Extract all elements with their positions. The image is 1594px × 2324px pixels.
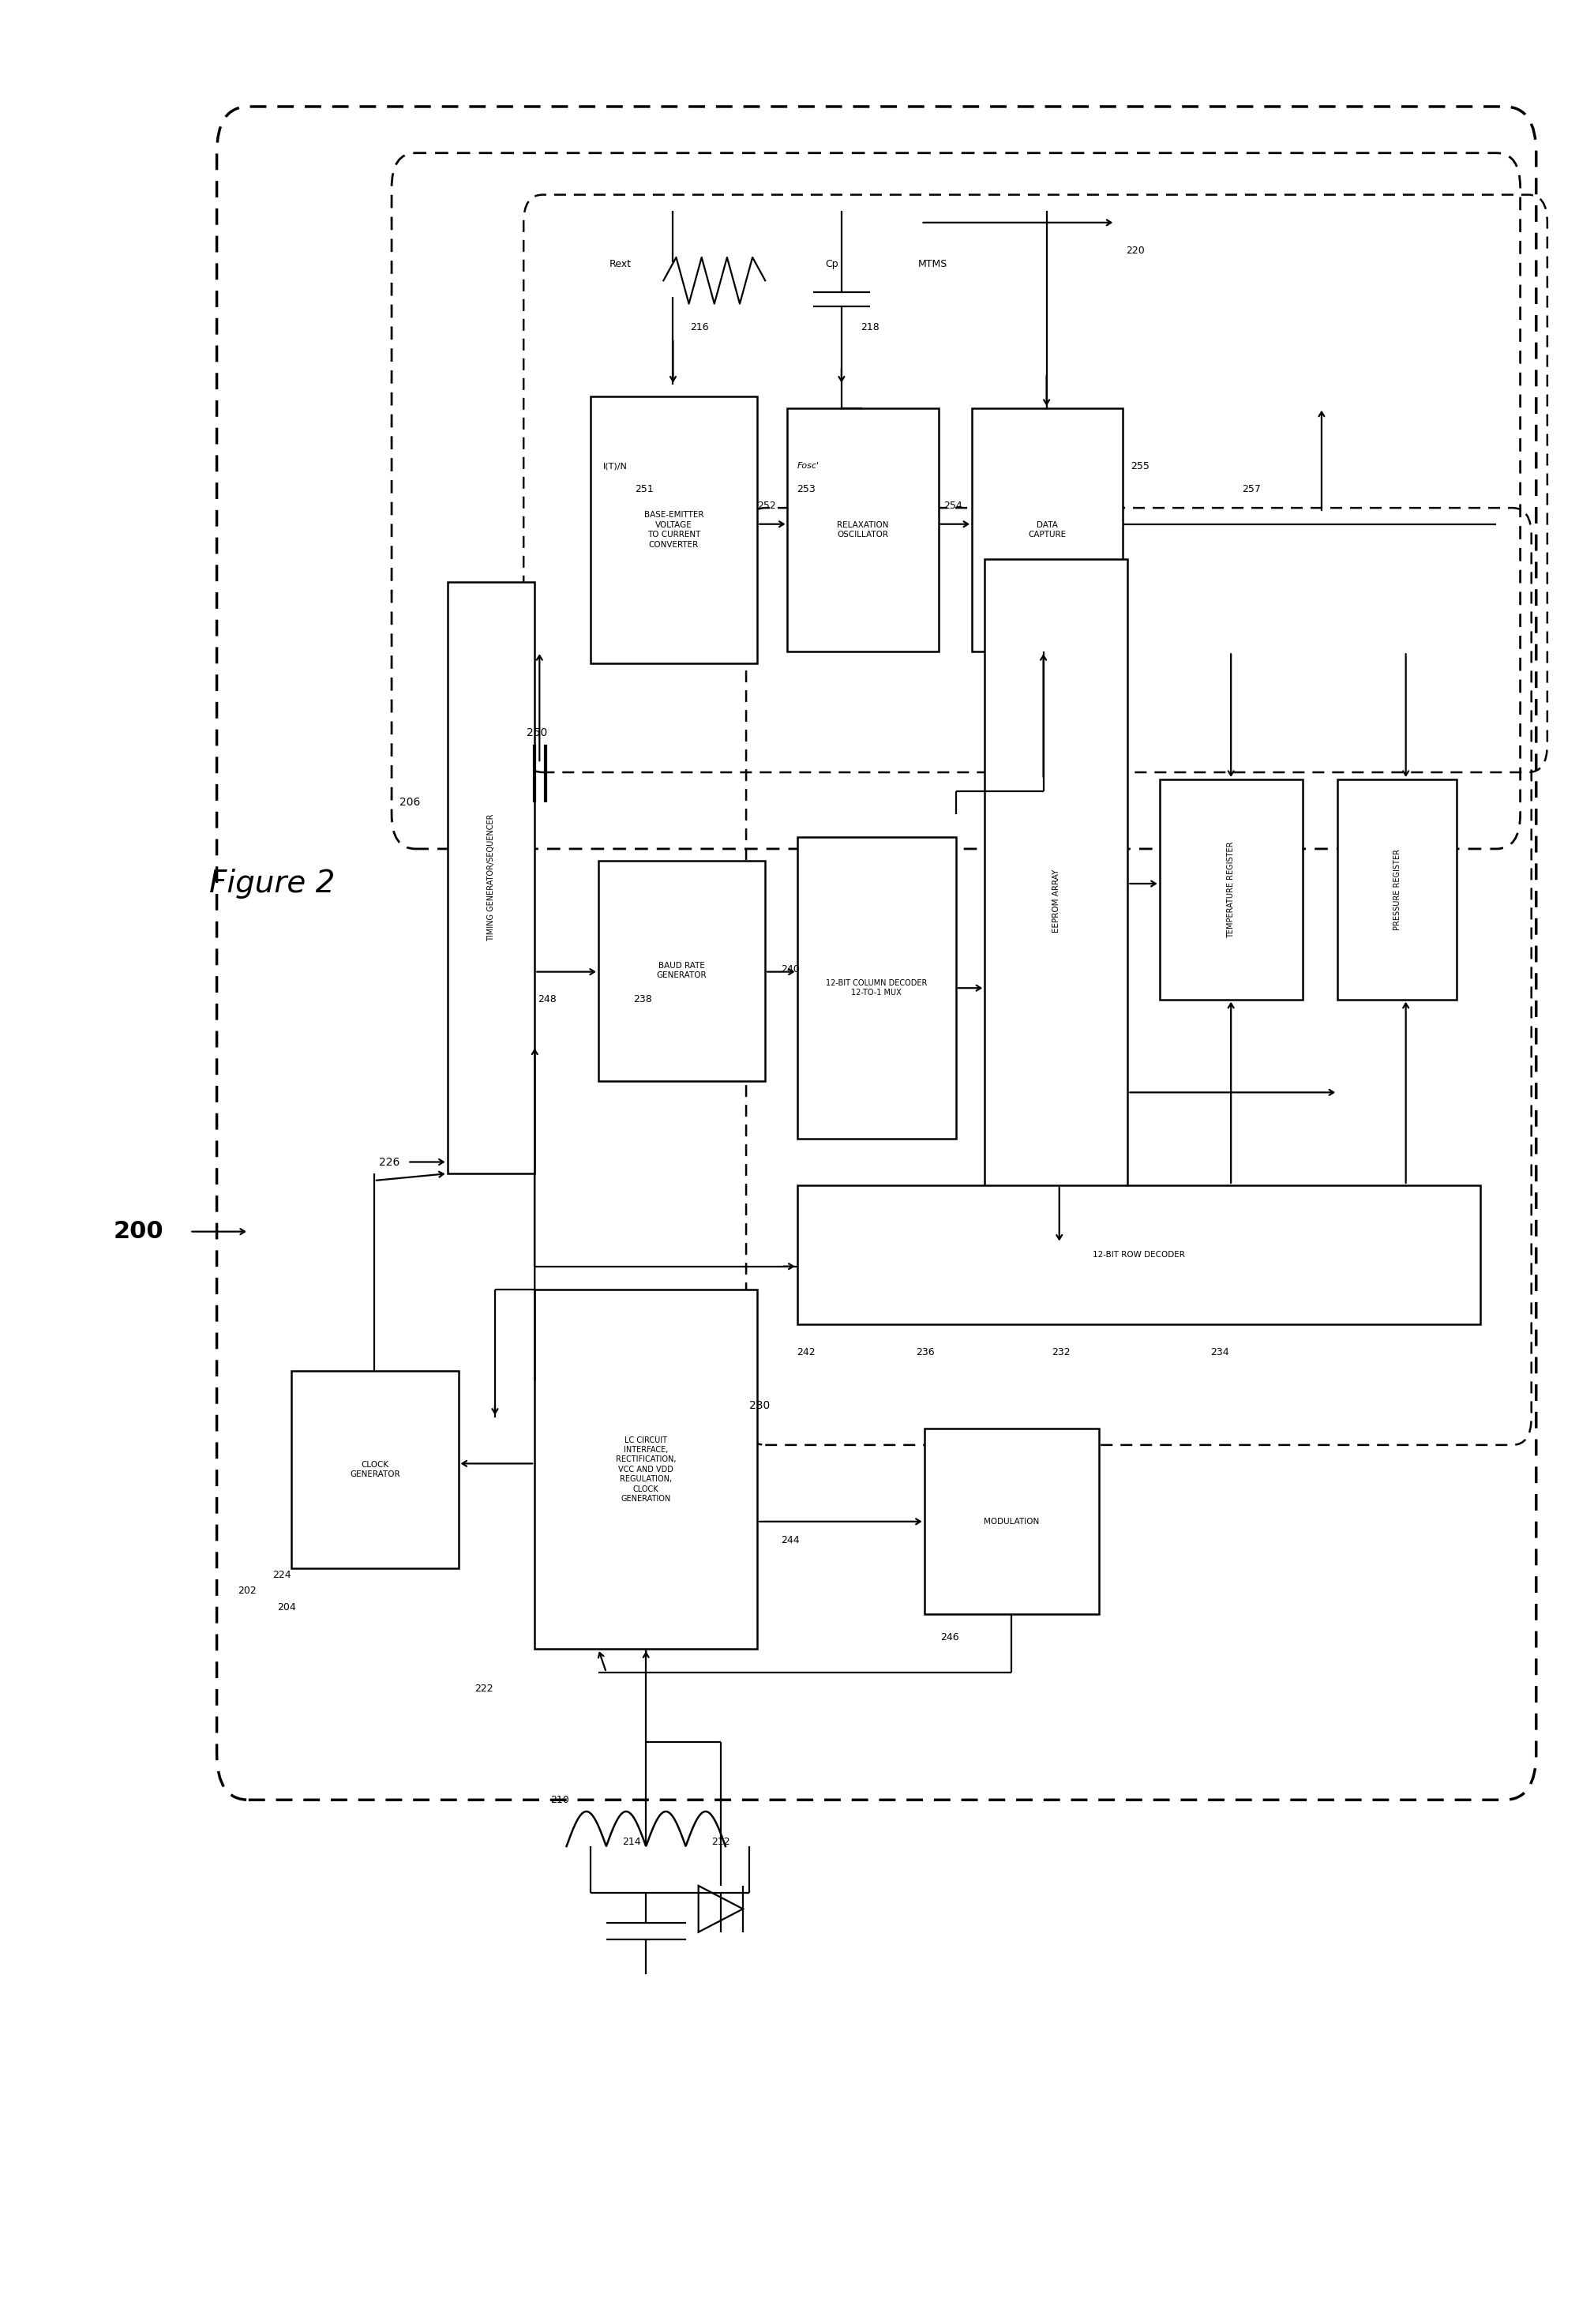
Text: 12-BIT COLUMN DECODER
12-TO-1 MUX: 12-BIT COLUMN DECODER 12-TO-1 MUX [826,978,928,997]
FancyBboxPatch shape [590,397,757,662]
FancyBboxPatch shape [797,837,956,1139]
FancyBboxPatch shape [787,409,939,651]
Text: 244: 244 [781,1534,800,1545]
FancyBboxPatch shape [292,1371,459,1569]
Text: 238: 238 [633,995,652,1004]
Text: 200: 200 [113,1220,164,1243]
Text: 230: 230 [749,1399,770,1411]
Text: 222: 222 [475,1683,493,1694]
Text: LC CIRCUIT
INTERFACE,
RECTIFICATION,
VCC AND VDD
REGULATION,
CLOCK
GENERATION: LC CIRCUIT INTERFACE, RECTIFICATION, VCC… [615,1436,676,1504]
Text: EEPROM ARRAY: EEPROM ARRAY [1052,869,1060,932]
Text: 216: 216 [690,321,709,332]
Text: 234: 234 [1210,1348,1229,1357]
FancyBboxPatch shape [448,581,534,1174]
Text: Rext: Rext [609,260,631,270]
Text: 248: 248 [537,995,556,1004]
Text: 254: 254 [944,500,963,511]
Text: MODULATION: MODULATION [983,1518,1039,1525]
Text: 212: 212 [711,1836,730,1848]
Text: 226: 226 [379,1157,400,1167]
Text: 220: 220 [1125,246,1144,256]
Text: 252: 252 [757,500,776,511]
FancyBboxPatch shape [797,1185,1481,1325]
FancyBboxPatch shape [598,860,765,1081]
FancyBboxPatch shape [972,409,1122,651]
FancyBboxPatch shape [534,1290,757,1650]
Text: BAUD RATE
GENERATOR: BAUD RATE GENERATOR [657,962,706,978]
FancyBboxPatch shape [925,1429,1098,1615]
FancyBboxPatch shape [985,558,1127,1243]
Text: BASE-EMITTER
VOLTAGE
TO CURRENT
CONVERTER: BASE-EMITTER VOLTAGE TO CURRENT CONVERTE… [644,511,703,548]
Text: MTMS: MTMS [918,260,947,270]
Text: 236: 236 [917,1348,934,1357]
Text: PRESSURE REGISTER: PRESSURE REGISTER [1393,848,1401,930]
Text: 232: 232 [1052,1348,1070,1357]
Text: 224: 224 [273,1569,292,1580]
Text: Fosc': Fosc' [797,462,819,469]
Text: 210: 210 [550,1794,569,1806]
Text: 255: 255 [1130,460,1149,472]
Text: 12-BIT ROW DECODER: 12-BIT ROW DECODER [1092,1250,1184,1260]
Text: I(T)/N: I(T)/N [603,462,628,469]
Text: 253: 253 [797,483,816,495]
Text: TIMING GENERATOR/SEQUENCER: TIMING GENERATOR/SEQUENCER [488,813,496,941]
Text: 246: 246 [940,1631,958,1643]
Text: RELAXATION
OSCILLATOR: RELAXATION OSCILLATOR [837,521,889,539]
Text: Cp: Cp [826,260,838,270]
Text: 240: 240 [781,964,800,974]
Text: CLOCK
GENERATOR: CLOCK GENERATOR [349,1459,400,1478]
Text: 218: 218 [861,321,880,332]
FancyBboxPatch shape [1159,779,1302,999]
Text: DATA
CAPTURE: DATA CAPTURE [1028,521,1066,539]
Text: 206: 206 [400,797,421,809]
Text: 214: 214 [622,1836,641,1848]
Text: 242: 242 [797,1348,816,1357]
Text: TEMPERATURE REGISTER: TEMPERATURE REGISTER [1227,841,1235,939]
Text: 250: 250 [526,727,547,739]
Text: 257: 257 [1242,483,1261,495]
Text: 251: 251 [634,483,654,495]
Text: 204: 204 [277,1601,296,1613]
Text: Figure 2: Figure 2 [209,869,335,899]
Text: 202: 202 [238,1585,257,1597]
FancyBboxPatch shape [1337,779,1457,999]
